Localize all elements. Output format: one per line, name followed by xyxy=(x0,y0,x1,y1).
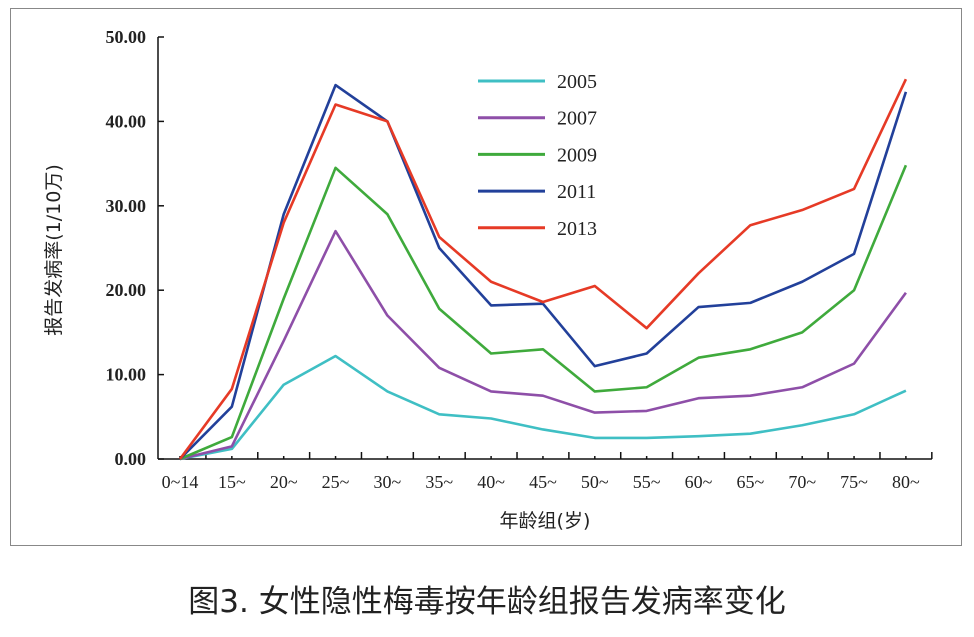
series-line-2011 xyxy=(179,83,908,460)
y-axis-label: 报告发病率(1/10万) xyxy=(43,164,65,336)
legend-label-2005: 2005 xyxy=(557,71,597,93)
x-tick-label: 15~ xyxy=(218,472,246,492)
figure-frame xyxy=(10,8,962,546)
x-tick-label: 60~ xyxy=(685,472,713,492)
series-line-2013 xyxy=(178,78,908,460)
y-tick-label: 30.00 xyxy=(106,196,147,216)
x-tick-label: 65~ xyxy=(736,472,764,492)
x-tick-label: 35~ xyxy=(425,472,453,492)
x-tick-label: 40~ xyxy=(477,472,505,492)
x-tick-label: 55~ xyxy=(633,472,661,492)
y-tick-label: 10.00 xyxy=(106,365,147,385)
x-axis-label: 年龄组(岁) xyxy=(500,510,591,532)
x-tick-label: 45~ xyxy=(529,472,557,492)
x-tick-label: 20~ xyxy=(270,472,298,492)
legend-label-2011: 2011 xyxy=(557,181,596,203)
x-tick-label: 25~ xyxy=(322,472,350,492)
x-tick-label: 0~14 xyxy=(162,472,199,492)
y-tick-label: 50.00 xyxy=(106,27,147,47)
figure-caption: 图3. 女性隐性梅毒按年龄组报告发病率变化 xyxy=(188,584,786,620)
x-tick-label: 75~ xyxy=(840,472,868,492)
x-tick-label: 50~ xyxy=(581,472,609,492)
legend-label-2007: 2007 xyxy=(557,108,597,130)
x-tick-label: 70~ xyxy=(788,472,816,492)
x-tick-label: 30~ xyxy=(374,472,402,492)
legend-label-2013: 2013 xyxy=(557,218,597,240)
series-line-2005 xyxy=(179,354,907,461)
y-tick-label: 20.00 xyxy=(106,280,147,300)
legend-label-2009: 2009 xyxy=(557,144,597,166)
y-tick-label: 40.00 xyxy=(106,111,147,131)
y-tick-label: 0.00 xyxy=(115,449,147,469)
x-tick-label: 80~ xyxy=(892,472,920,492)
